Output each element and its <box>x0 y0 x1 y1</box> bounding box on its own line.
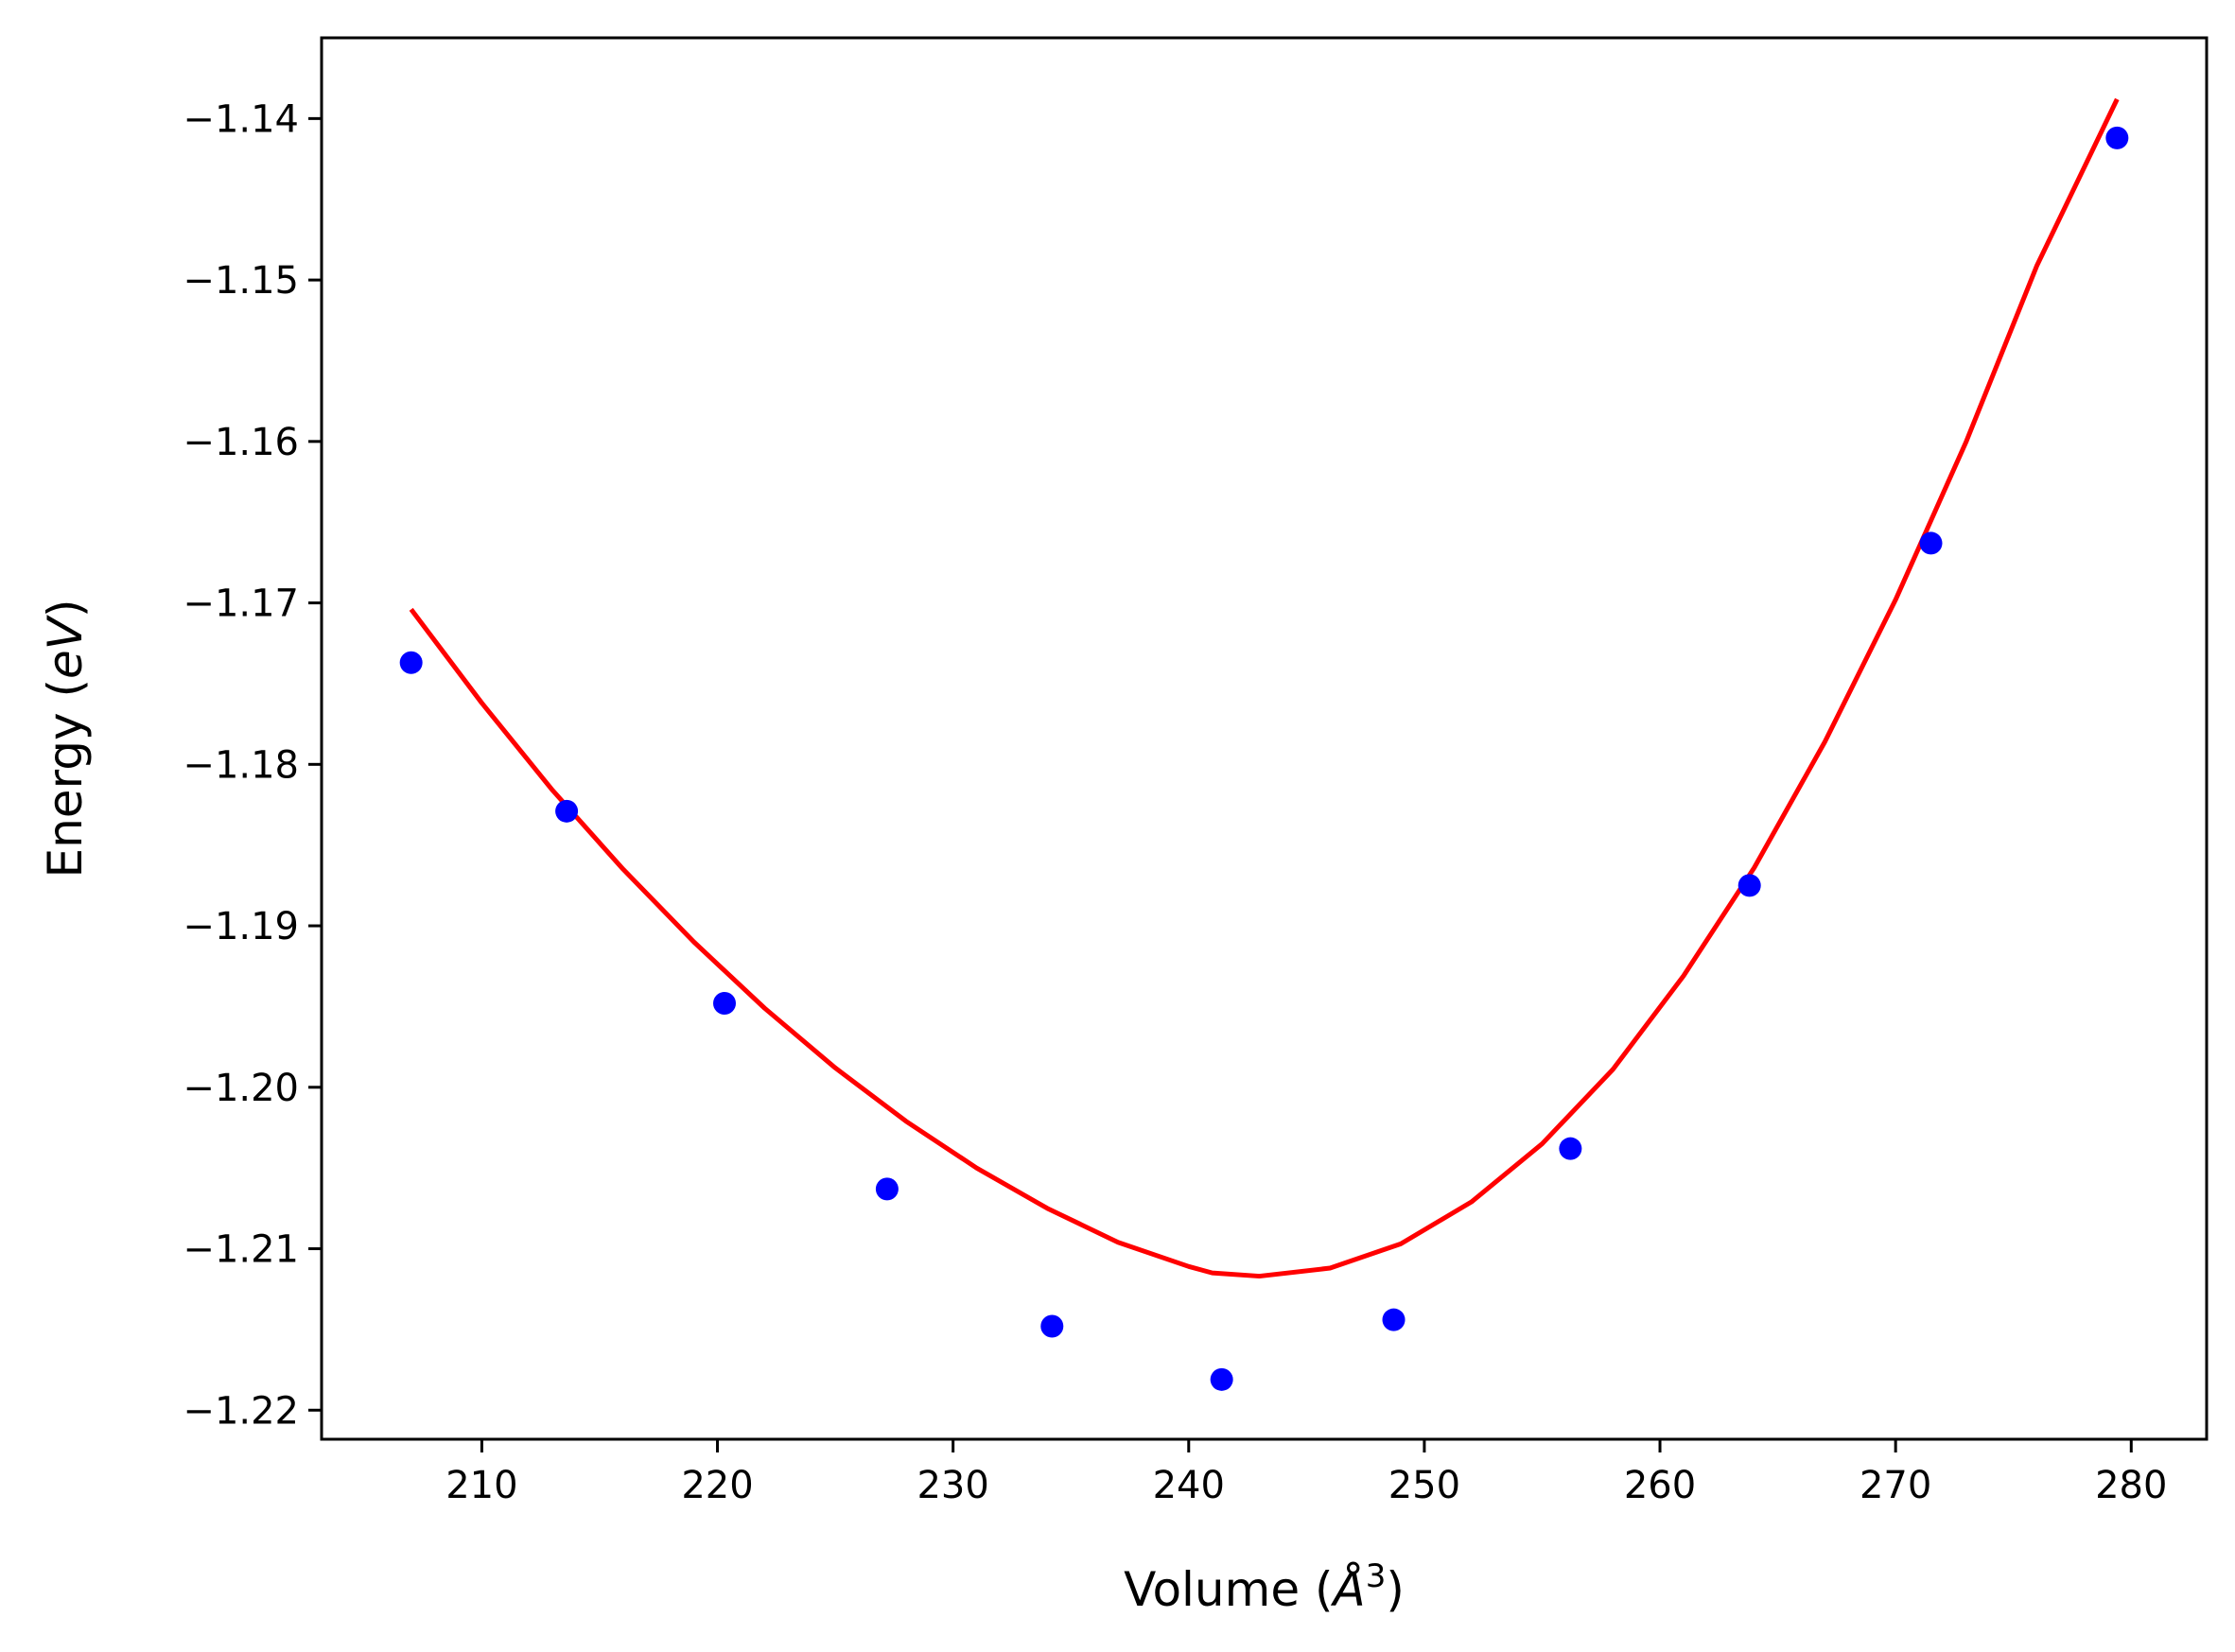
y-tick-label: −1.18 <box>183 743 299 787</box>
x-axis-label: Volume (Å3) <box>1124 1557 1405 1617</box>
y-tick-label: −1.17 <box>183 583 299 626</box>
x-axis-label-prefix: Volume ( <box>1124 1562 1333 1617</box>
x-tick-label: 260 <box>1624 1464 1696 1507</box>
y-axis-label-prefix: Energy ( <box>38 679 93 878</box>
data-point <box>1040 1314 1064 1338</box>
x-tick-label: 230 <box>917 1464 988 1507</box>
data-point <box>1737 874 1761 897</box>
data-point <box>399 651 423 674</box>
y-axis: −1.22 −1.21 −1.20 −1.19 −1.18 −1.17 −1.16 −1.15… <box>183 97 322 1433</box>
x-tick-label: 210 <box>445 1464 517 1507</box>
x-tick-label: 280 <box>2095 1464 2167 1507</box>
axes-frame <box>320 36 2209 1441</box>
data-point <box>1919 531 1943 555</box>
x-axis-label-sup: 3 <box>1366 1557 1387 1595</box>
y-axis-label: Energy (eV) <box>38 600 93 878</box>
fit-curve <box>409 97 2120 1279</box>
y-tick-label: −1.19 <box>183 905 299 948</box>
y-tick-label: −1.14 <box>183 97 299 141</box>
x-axis: 210 220 230 240 250 260 270 280 <box>445 1439 2167 1507</box>
data-point <box>875 1177 899 1201</box>
data-point <box>1559 1137 1582 1160</box>
y-tick-label: −1.20 <box>183 1067 299 1110</box>
x-tick-label: 250 <box>1388 1464 1460 1507</box>
x-axis-label-suffix: ) <box>1386 1562 1405 1617</box>
x-tick-label: 240 <box>1153 1464 1225 1507</box>
x-axis-label-var: Å <box>1331 1562 1366 1617</box>
data-point <box>1210 1367 1233 1391</box>
y-axis-label-suffix: ) <box>38 600 93 618</box>
plot-area <box>399 97 2129 1391</box>
y-axis-label-var: eV <box>38 614 93 679</box>
y-tick-label: −1.16 <box>183 421 299 464</box>
data-point <box>555 799 579 823</box>
y-tick-label: −1.21 <box>183 1228 299 1272</box>
y-tick-label: −1.15 <box>183 259 299 303</box>
data-point <box>713 992 736 1016</box>
data-point <box>1382 1308 1406 1331</box>
x-tick-label: 220 <box>681 1464 753 1507</box>
data-point <box>2105 126 2129 149</box>
y-tick-label: −1.22 <box>183 1389 299 1433</box>
x-tick-label: 270 <box>1860 1464 1931 1507</box>
